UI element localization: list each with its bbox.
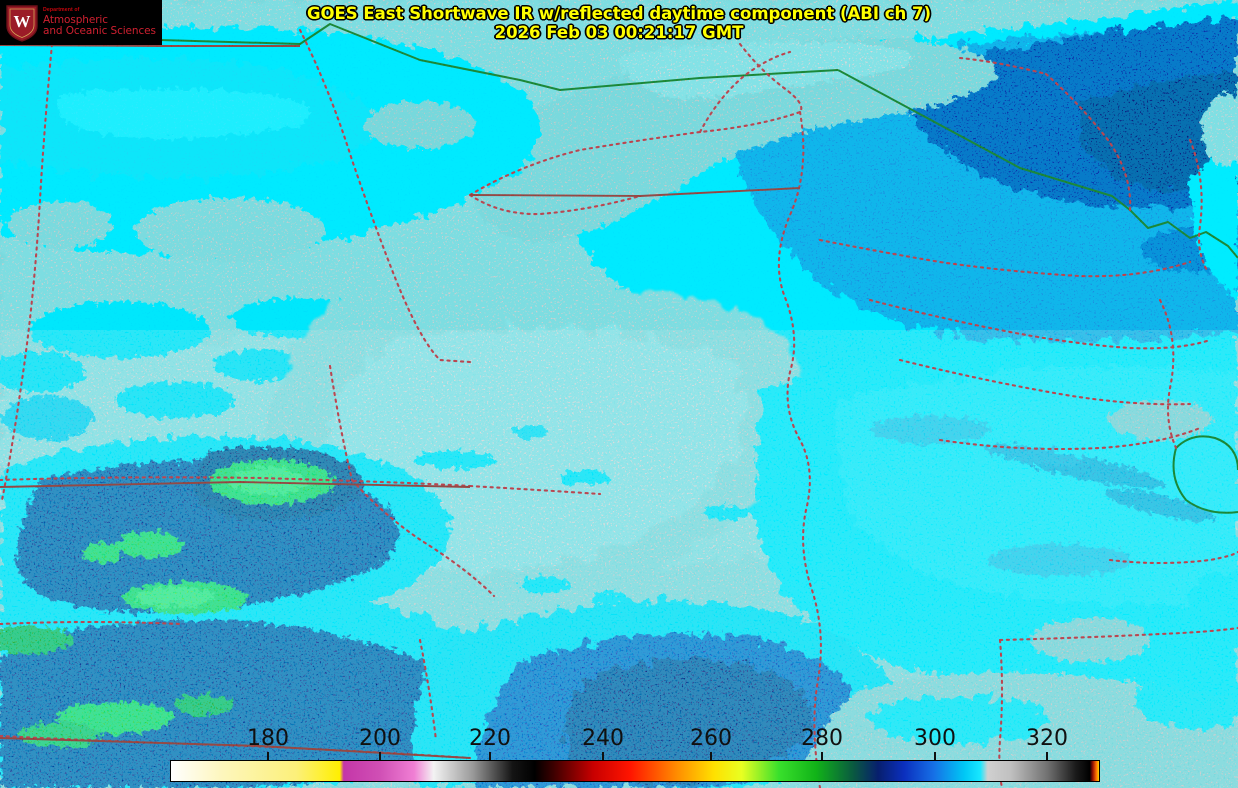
logo-department-label: Department of	[43, 7, 80, 14]
logo-text-block: Department of Atmospheric and Oceanic Sc…	[43, 8, 156, 36]
logo-line-1: Atmospheric	[43, 13, 108, 26]
uw-crest-icon: W	[5, 4, 39, 42]
crest-letter: W	[14, 12, 31, 31]
uw-aos-logo: W Department of Atmospheric and Oceanic …	[0, 0, 162, 45]
logo-line-2: and Oceanic Sciences	[43, 25, 156, 38]
